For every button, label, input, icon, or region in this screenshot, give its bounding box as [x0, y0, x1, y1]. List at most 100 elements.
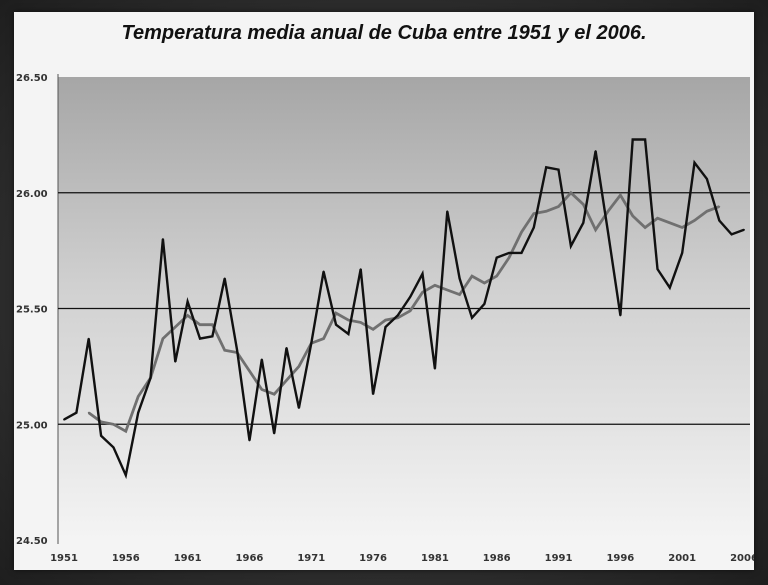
annual-point: [532, 226, 535, 229]
annual-point: [100, 434, 102, 437]
smoothed-point: [607, 210, 609, 213]
x-tick-label: 1966: [236, 553, 264, 564]
smoothed-point: [693, 219, 696, 222]
annual-point: [545, 166, 548, 169]
annual-point: [162, 238, 164, 240]
annual-point: [495, 256, 498, 259]
annual-point: [656, 268, 659, 271]
annual-point: [483, 302, 486, 305]
smoothed-point: [322, 337, 325, 340]
annual-point: [298, 407, 300, 409]
x-tick-label: 1976: [359, 553, 387, 564]
x-tick-label: 1996: [606, 553, 634, 564]
annual-point: [520, 252, 523, 254]
annual-point: [594, 150, 597, 152]
smoothed-point: [298, 365, 300, 368]
smoothed-point: [458, 293, 461, 296]
annual-series-line: [63, 138, 745, 480]
smoothed-point: [471, 275, 473, 277]
annual-point: [63, 418, 65, 421]
smoothed-point: [112, 423, 115, 426]
y-tick-label: 25.00: [16, 420, 48, 431]
smoothed-point: [644, 226, 646, 229]
annual-point: [186, 300, 189, 303]
smoothed-point: [681, 226, 684, 229]
annual-point: [471, 316, 473, 319]
smoothed-point: [260, 388, 263, 391]
smoothed-point: [508, 256, 510, 259]
annual-point: [211, 335, 214, 338]
x-tick-label: 1961: [174, 553, 202, 564]
annual-point: [446, 210, 449, 213]
annual-point: [730, 233, 733, 236]
smoothed-point: [570, 191, 572, 194]
annual-point: [285, 346, 288, 349]
annual-point: [693, 161, 696, 164]
x-tick-label: 1971: [297, 553, 325, 564]
annual-point: [87, 337, 90, 340]
x-tick-label: 2006: [730, 553, 754, 564]
annual-point: [124, 474, 127, 477]
smoothed-point: [347, 319, 350, 321]
smoothed-point: [100, 421, 102, 423]
smoothed-point: [594, 228, 597, 231]
smoothed-point: [359, 321, 362, 324]
smoothed-point: [495, 275, 498, 277]
slide: Temperatura media anual de Cuba entre 19…: [14, 12, 754, 570]
annual-point: [631, 138, 634, 141]
annual-point: [335, 323, 337, 326]
smoothed-point: [124, 430, 127, 433]
annual-point: [112, 446, 115, 449]
annual-point: [458, 277, 461, 280]
smoothed-point: [483, 282, 486, 284]
smoothed-point: [545, 210, 548, 213]
smoothed-point: [421, 291, 424, 294]
y-tick-label: 25.50: [16, 305, 48, 316]
annual-point: [223, 277, 226, 280]
annual-point: [149, 377, 152, 379]
smoothed-point: [619, 194, 622, 196]
annual-point: [174, 360, 177, 363]
annual-point: [248, 439, 251, 442]
annual-point: [706, 177, 708, 180]
smoothed-point: [199, 323, 201, 326]
annual-point: [236, 349, 238, 352]
smoothed-point: [248, 370, 251, 372]
smoothed-point: [335, 312, 337, 315]
smoothed-point: [631, 215, 634, 217]
y-tick-label: 26.00: [16, 189, 48, 200]
annual-point: [582, 221, 585, 224]
annual-point: [372, 393, 374, 396]
smoothed-point: [532, 212, 535, 215]
smoothed-point: [706, 210, 708, 213]
annual-point: [310, 342, 313, 345]
annual-point: [322, 270, 325, 273]
x-tick-label: 1956: [112, 553, 140, 564]
smoothed-point: [223, 349, 226, 352]
smoothed-point: [372, 328, 374, 331]
annual-point: [607, 231, 609, 234]
smoothed-point: [446, 289, 449, 291]
y-tick-label: 24.50: [16, 536, 48, 547]
annual-point: [570, 245, 572, 247]
smoothed-point: [520, 231, 523, 234]
line-chart: 24.50 25.00 25.50 26.00 26.50 1951 1956 1961 19…: [16, 73, 754, 564]
annual-point: [409, 296, 412, 298]
x-tick-label: 1991: [545, 553, 573, 564]
smoothed-point: [656, 217, 659, 220]
smoothed-point: [137, 395, 140, 398]
x-tick-label: 1986: [483, 553, 511, 564]
smoothed-point: [409, 309, 412, 312]
annual-point: [644, 138, 646, 141]
annual-point: [396, 314, 399, 317]
smoothed-point: [162, 337, 164, 340]
chart-title: Temperatura media anual de Cuba entre 19…: [121, 22, 647, 44]
annual-point: [619, 314, 622, 317]
annual-point: [260, 358, 263, 361]
annual-point: [681, 252, 684, 254]
annual-point: [434, 367, 436, 370]
annual-point: [137, 411, 140, 414]
annual-point: [421, 272, 424, 275]
annual-point: [718, 219, 721, 222]
